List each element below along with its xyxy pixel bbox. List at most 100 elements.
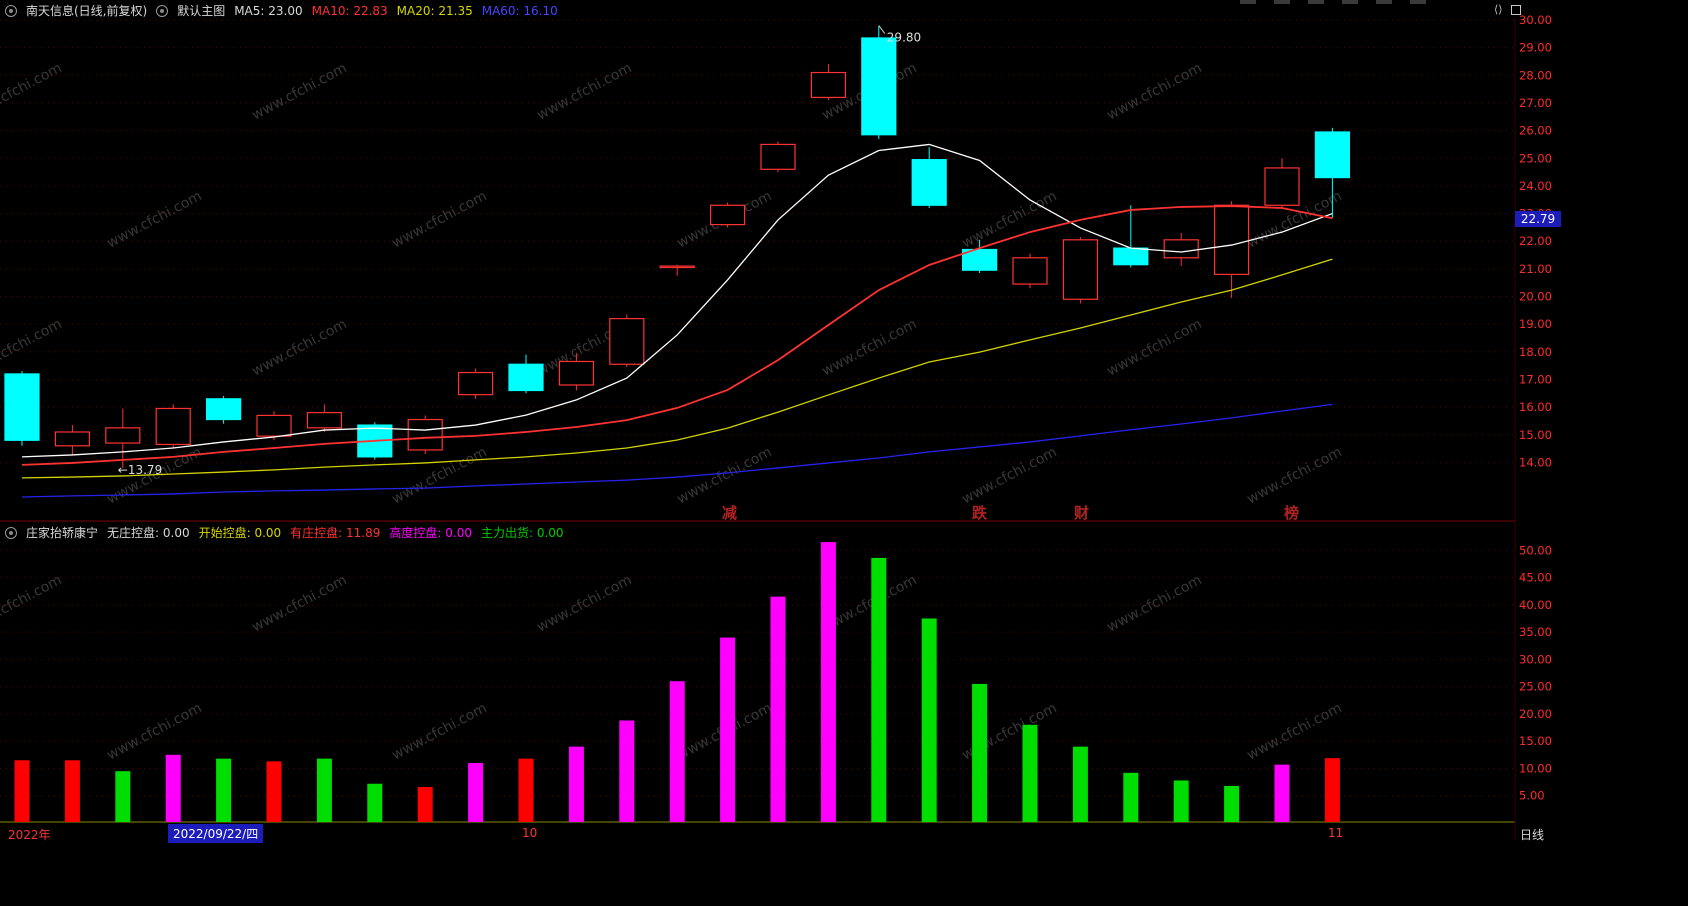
indicator-bar[interactable] [972,683,988,822]
price-tick-label: 20.00 [1519,290,1552,304]
indicator-bar[interactable] [720,637,736,822]
ma10-line [21,205,1333,466]
price-tick-label: 14.00 [1519,455,1552,469]
watermark-text: www.cfchi.com [249,60,349,123]
indicator-tick-label: 25.00 [1519,680,1552,694]
x-axis-november-label[interactable]: 11 [1328,826,1344,840]
splitter-arrows-icon[interactable]: ⟨⟩ [1494,3,1503,16]
candle-body[interactable] [861,37,897,136]
indicator-bar[interactable] [1072,746,1088,822]
candle-body[interactable] [508,363,544,392]
high-annotation: 29.80 [887,31,921,45]
candle-body[interactable] [1264,167,1300,206]
candle-body[interactable] [1314,131,1351,179]
indicator-bar[interactable] [216,758,232,822]
candle-body[interactable] [709,204,746,226]
main-chart-icon[interactable] [156,4,169,17]
indicator-bar[interactable] [1224,785,1240,822]
candle-body[interactable] [256,414,292,437]
watermark-text: www.cfchi.com [389,188,489,251]
candle-body[interactable] [4,373,40,441]
indicator-tick-label: 20.00 [1519,707,1552,721]
indicator-field-3: 有庄控盘: 11.89 [290,526,381,540]
x-axis-year-label[interactable]: 2022年 [8,828,51,842]
indicator-bar[interactable] [1173,780,1189,822]
indicator-bar[interactable] [468,763,484,822]
candle-body[interactable] [609,318,645,365]
x-axis-october-label[interactable]: 10 [522,826,538,840]
candle-body[interactable] [558,360,595,386]
indicator-tick-label: 40.00 [1519,598,1552,612]
indicator-field-2: 开始控盘: 0.00 [198,526,282,540]
indicator-bar[interactable] [1123,772,1139,822]
indicator-bar[interactable] [64,760,80,822]
candle-body[interactable] [1062,239,1099,300]
price-tick-label: 25.00 [1519,151,1552,165]
price-tick-label: 24.00 [1519,179,1552,193]
watermark-text: www.cfchi.com [1104,316,1204,379]
overlay-char: 跌 [972,504,988,522]
candle-body[interactable] [1213,204,1250,275]
candle-body[interactable] [659,265,695,269]
indicator-bar[interactable] [1324,758,1340,822]
indicator-bar[interactable] [1022,724,1038,822]
price-tick-label: 15.00 [1519,428,1552,442]
indicator-bar[interactable] [14,760,30,822]
price-tick-label: 27.00 [1519,96,1552,110]
price-tick-label: 17.00 [1519,372,1552,386]
watermark-text: www.cfchi.com [249,316,349,379]
candle-body[interactable] [1163,239,1199,259]
panel-icon[interactable] [1510,4,1521,15]
indicator-bar[interactable] [115,771,131,822]
high-pointer-line [878,25,886,34]
indicator-bar[interactable] [1274,764,1290,822]
candle-body[interactable] [1012,257,1048,285]
indicator-bar[interactable] [871,557,887,822]
indicator-icon[interactable] [5,526,17,539]
candle-body[interactable] [760,143,796,170]
indicator-bar[interactable] [770,596,786,822]
candle-body[interactable] [407,418,443,451]
indicator-bar[interactable] [669,681,685,822]
candle-body[interactable] [1113,247,1149,266]
candle-body[interactable] [810,71,847,99]
watermark-text: www.cfchi.com [1104,572,1204,635]
indicator-field-5: 主力出货: 0.00 [480,526,564,540]
watermark-text: www.cfchi.com [1244,700,1344,763]
indicator-bar[interactable] [921,618,937,822]
price-tick-label: 19.00 [1519,317,1552,331]
price-tick-label: 30.00 [1519,13,1552,27]
low-annotation: ←13.79 [118,463,162,477]
x-axis-selected-date[interactable]: 2022/09/22/四 [168,824,264,843]
main-chart-label[interactable]: 默认主图 [177,4,226,18]
last-price-badge: 22.79 [1515,211,1561,227]
indicator-bar[interactable] [266,761,282,822]
candle-body[interactable] [961,248,998,271]
ma60-line [21,403,1333,498]
stock-logo-icon[interactable] [5,4,17,17]
indicator-bar[interactable] [619,720,635,822]
indicator-bar[interactable] [367,783,383,822]
candle-body[interactable] [105,427,141,444]
candle-body[interactable] [54,431,91,447]
indicator-bar[interactable] [820,542,836,822]
candle-body[interactable] [911,159,947,206]
indicator-tick-label: 5.00 [1519,789,1545,803]
indicator-bar[interactable] [568,746,584,822]
indicator-bar[interactable] [165,754,181,822]
indicator-field-1: 无庄控盘: 0.00 [107,526,190,540]
indicator-bar[interactable] [316,758,332,822]
candle-body[interactable] [155,407,191,446]
truncated-toolbar-icons [1240,0,1426,5]
indicator-bar[interactable] [518,758,534,822]
candle-body[interactable] [206,398,242,421]
indicator-bar[interactable] [417,787,433,822]
ma20-value: MA20: 21.35 [396,3,473,18]
watermark-text: www.cfchi.com [534,60,634,123]
period-label[interactable]: 日线 [1520,828,1545,842]
indicator-title[interactable]: 庄家抬轿康宁 [26,526,99,540]
candle-body[interactable] [458,371,494,396]
candle-body[interactable] [306,412,342,429]
